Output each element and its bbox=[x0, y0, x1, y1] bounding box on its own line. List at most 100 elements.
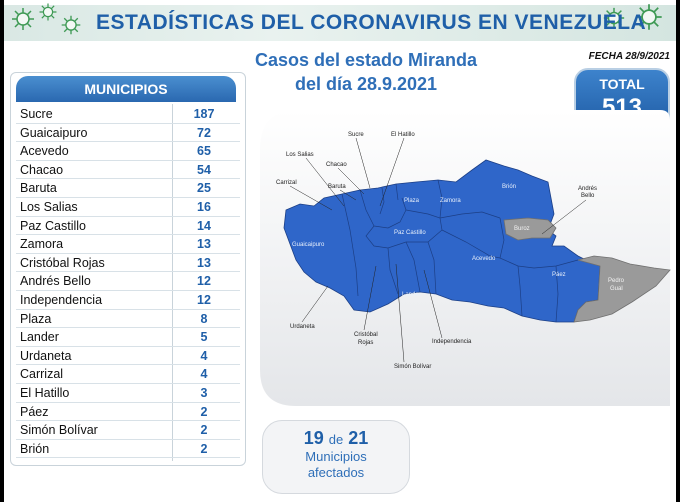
municipality-row: Brión 2 bbox=[16, 440, 240, 459]
municipality-count: 14 bbox=[197, 218, 211, 233]
map-label-cristobal-rojas-2: Rojas bbox=[358, 340, 373, 346]
map-label-simon-bolivar: Simón Bolívar bbox=[394, 364, 431, 370]
municipality-name: Independencia bbox=[20, 292, 103, 307]
infographic: ESTADÍSTICAS DEL CORONAVIRUS EN VENEZUEL… bbox=[4, 0, 676, 502]
municipality-name: Paz Castillo bbox=[20, 218, 86, 233]
map-label-andres-bello-2: Bello bbox=[581, 193, 595, 199]
municipality-row: Cristóbal Rojas 13 bbox=[16, 254, 240, 273]
map-label-pedro-gual-1: Pedro bbox=[608, 278, 625, 284]
municipalities-panel bbox=[10, 72, 246, 466]
subtitle: Casos del estado Miranda del día 28.9.20… bbox=[236, 48, 496, 96]
page-title: ESTADÍSTICAS DEL CORONAVIRUS EN VENEZUEL… bbox=[96, 11, 647, 34]
municipality-name: Chacao bbox=[20, 162, 64, 177]
municipality-count: 25 bbox=[197, 181, 211, 196]
municipality-count: 12 bbox=[197, 274, 211, 289]
municipality-row: Paz Castillo 14 bbox=[16, 217, 240, 236]
municipality-row: Plaza 8 bbox=[16, 310, 240, 329]
municipality-row: Baruta 25 bbox=[16, 179, 240, 198]
municipality-name: Plaza bbox=[20, 311, 52, 326]
municipality-name: Los Salias bbox=[20, 199, 78, 214]
municipality-count: 187 bbox=[193, 107, 215, 121]
municipality-count: 12 bbox=[197, 292, 211, 307]
municipality-count: 16 bbox=[197, 199, 211, 214]
map-label-sucre: Sucre bbox=[348, 132, 364, 138]
map-label-guaicaipuro: Guaicaipuro bbox=[292, 242, 325, 248]
map-label-zamora: Zamora bbox=[440, 198, 461, 204]
map-label-cristobal-rojas-1: Cristóbal bbox=[354, 332, 378, 338]
municipality-count: 72 bbox=[197, 125, 211, 140]
map-region-pedro-gual bbox=[573, 255, 671, 323]
municipality-count: 8 bbox=[200, 311, 208, 326]
map-borders bbox=[341, 179, 579, 323]
municipality-name: Lander bbox=[20, 330, 59, 345]
map-label-andres-bello-1: Andrés bbox=[578, 186, 597, 192]
municipality-name: Urdaneta bbox=[20, 348, 72, 363]
municipality-count: 4 bbox=[200, 348, 208, 363]
municipalities-list: Sucre 187 Guaicaipuro 72 Acevedo 65 Chacao 54 Ba… bbox=[16, 105, 240, 459]
affected-box: 19 de 21 Municipios afectados bbox=[262, 420, 410, 494]
affected-count: 19 bbox=[303, 428, 324, 448]
map-svg: Sucre El Hatillo Los Salias Chacao Carri… bbox=[260, 110, 671, 406]
municipality-row: Los Salias 16 bbox=[16, 198, 240, 217]
virus-icon bbox=[12, 8, 34, 30]
municipality-name: Cristóbal Rojas bbox=[20, 255, 105, 270]
municipality-count: 5 bbox=[200, 330, 208, 345]
municipality-name: Páez bbox=[20, 404, 49, 419]
header-bar bbox=[4, 5, 676, 41]
municipality-name: Sucre bbox=[20, 107, 53, 121]
municipality-row: Guaicaipuro 72 bbox=[16, 124, 240, 143]
virus-icon bbox=[61, 15, 81, 35]
affected-count-line: 19 de 21 bbox=[263, 428, 409, 449]
municipality-name: Carrizal bbox=[20, 367, 64, 382]
municipality-row: Chacao 54 bbox=[16, 161, 240, 180]
municipality-name: Baruta bbox=[20, 181, 57, 196]
municipality-count: 13 bbox=[197, 237, 211, 252]
virus-icon bbox=[636, 4, 662, 30]
affected-of: de bbox=[328, 432, 344, 447]
map-label-pedro-gual-2: Gual bbox=[610, 286, 623, 292]
virus-icon bbox=[603, 7, 625, 29]
municipality-name: Brión bbox=[20, 441, 50, 456]
municipality-row: Andrés Bello 12 bbox=[16, 272, 240, 291]
municipality-count: 3 bbox=[200, 385, 208, 400]
municipality-row: Urdaneta 4 bbox=[16, 347, 240, 366]
municipality-row: Acevedo 65 bbox=[16, 142, 240, 161]
municipality-name: Andrés Bello bbox=[20, 274, 91, 289]
municipality-row: Páez 2 bbox=[16, 403, 240, 422]
municipality-count: 2 bbox=[200, 441, 208, 456]
map-label-baruta: Baruta bbox=[328, 184, 346, 190]
map-label-paz-castillo: Paz Castillo bbox=[394, 230, 426, 236]
map-label-lander: Lander bbox=[402, 292, 421, 298]
municipality-row: Simón Bolívar 2 bbox=[16, 421, 240, 440]
municipality-row: Sucre 187 bbox=[16, 105, 240, 124]
municipality-name: Guaicaipuro bbox=[20, 125, 88, 140]
report-date: FECHA 28/9/2021 bbox=[588, 51, 670, 62]
municipalities-header: MUNICIPIOS bbox=[16, 76, 236, 102]
map-label-acevedo: Acevedo bbox=[472, 256, 496, 262]
column-divider bbox=[172, 104, 173, 461]
municipality-count: 54 bbox=[197, 162, 211, 177]
map-label-el-hatillo: El Hatillo bbox=[391, 132, 415, 138]
total-label: TOTAL bbox=[599, 76, 645, 92]
map-label-urdaneta: Urdaneta bbox=[290, 324, 315, 330]
municipality-row: Zamora 13 bbox=[16, 235, 240, 254]
map-label-carrizal: Carrizal bbox=[276, 180, 297, 186]
municipality-count: 13 bbox=[197, 255, 211, 270]
municipality-count: 65 bbox=[197, 144, 211, 159]
map-label-paez: Páez bbox=[552, 272, 566, 278]
subtitle-line-1: Casos del estado Miranda bbox=[254, 50, 478, 70]
map-label-plaza: Plaza bbox=[404, 198, 420, 204]
map-label-independencia: Independencia bbox=[432, 339, 472, 345]
municipality-count: 2 bbox=[200, 423, 208, 438]
municipality-row: Independencia 12 bbox=[16, 291, 240, 310]
map-region-buroz bbox=[503, 217, 557, 241]
affected-label-2: afectados bbox=[307, 465, 365, 480]
municipality-row: Carrizal 4 bbox=[16, 365, 240, 384]
municipality-name: Simón Bolívar bbox=[20, 423, 98, 438]
municipality-name: Zamora bbox=[20, 237, 64, 252]
municipality-count: 2 bbox=[200, 404, 208, 419]
municipality-name: Acevedo bbox=[20, 144, 69, 159]
miranda-map: Sucre El Hatillo Los Salias Chacao Carri… bbox=[256, 110, 672, 410]
map-label-brion: Brión bbox=[502, 184, 516, 190]
municipality-row: El Hatillo 3 bbox=[16, 384, 240, 403]
